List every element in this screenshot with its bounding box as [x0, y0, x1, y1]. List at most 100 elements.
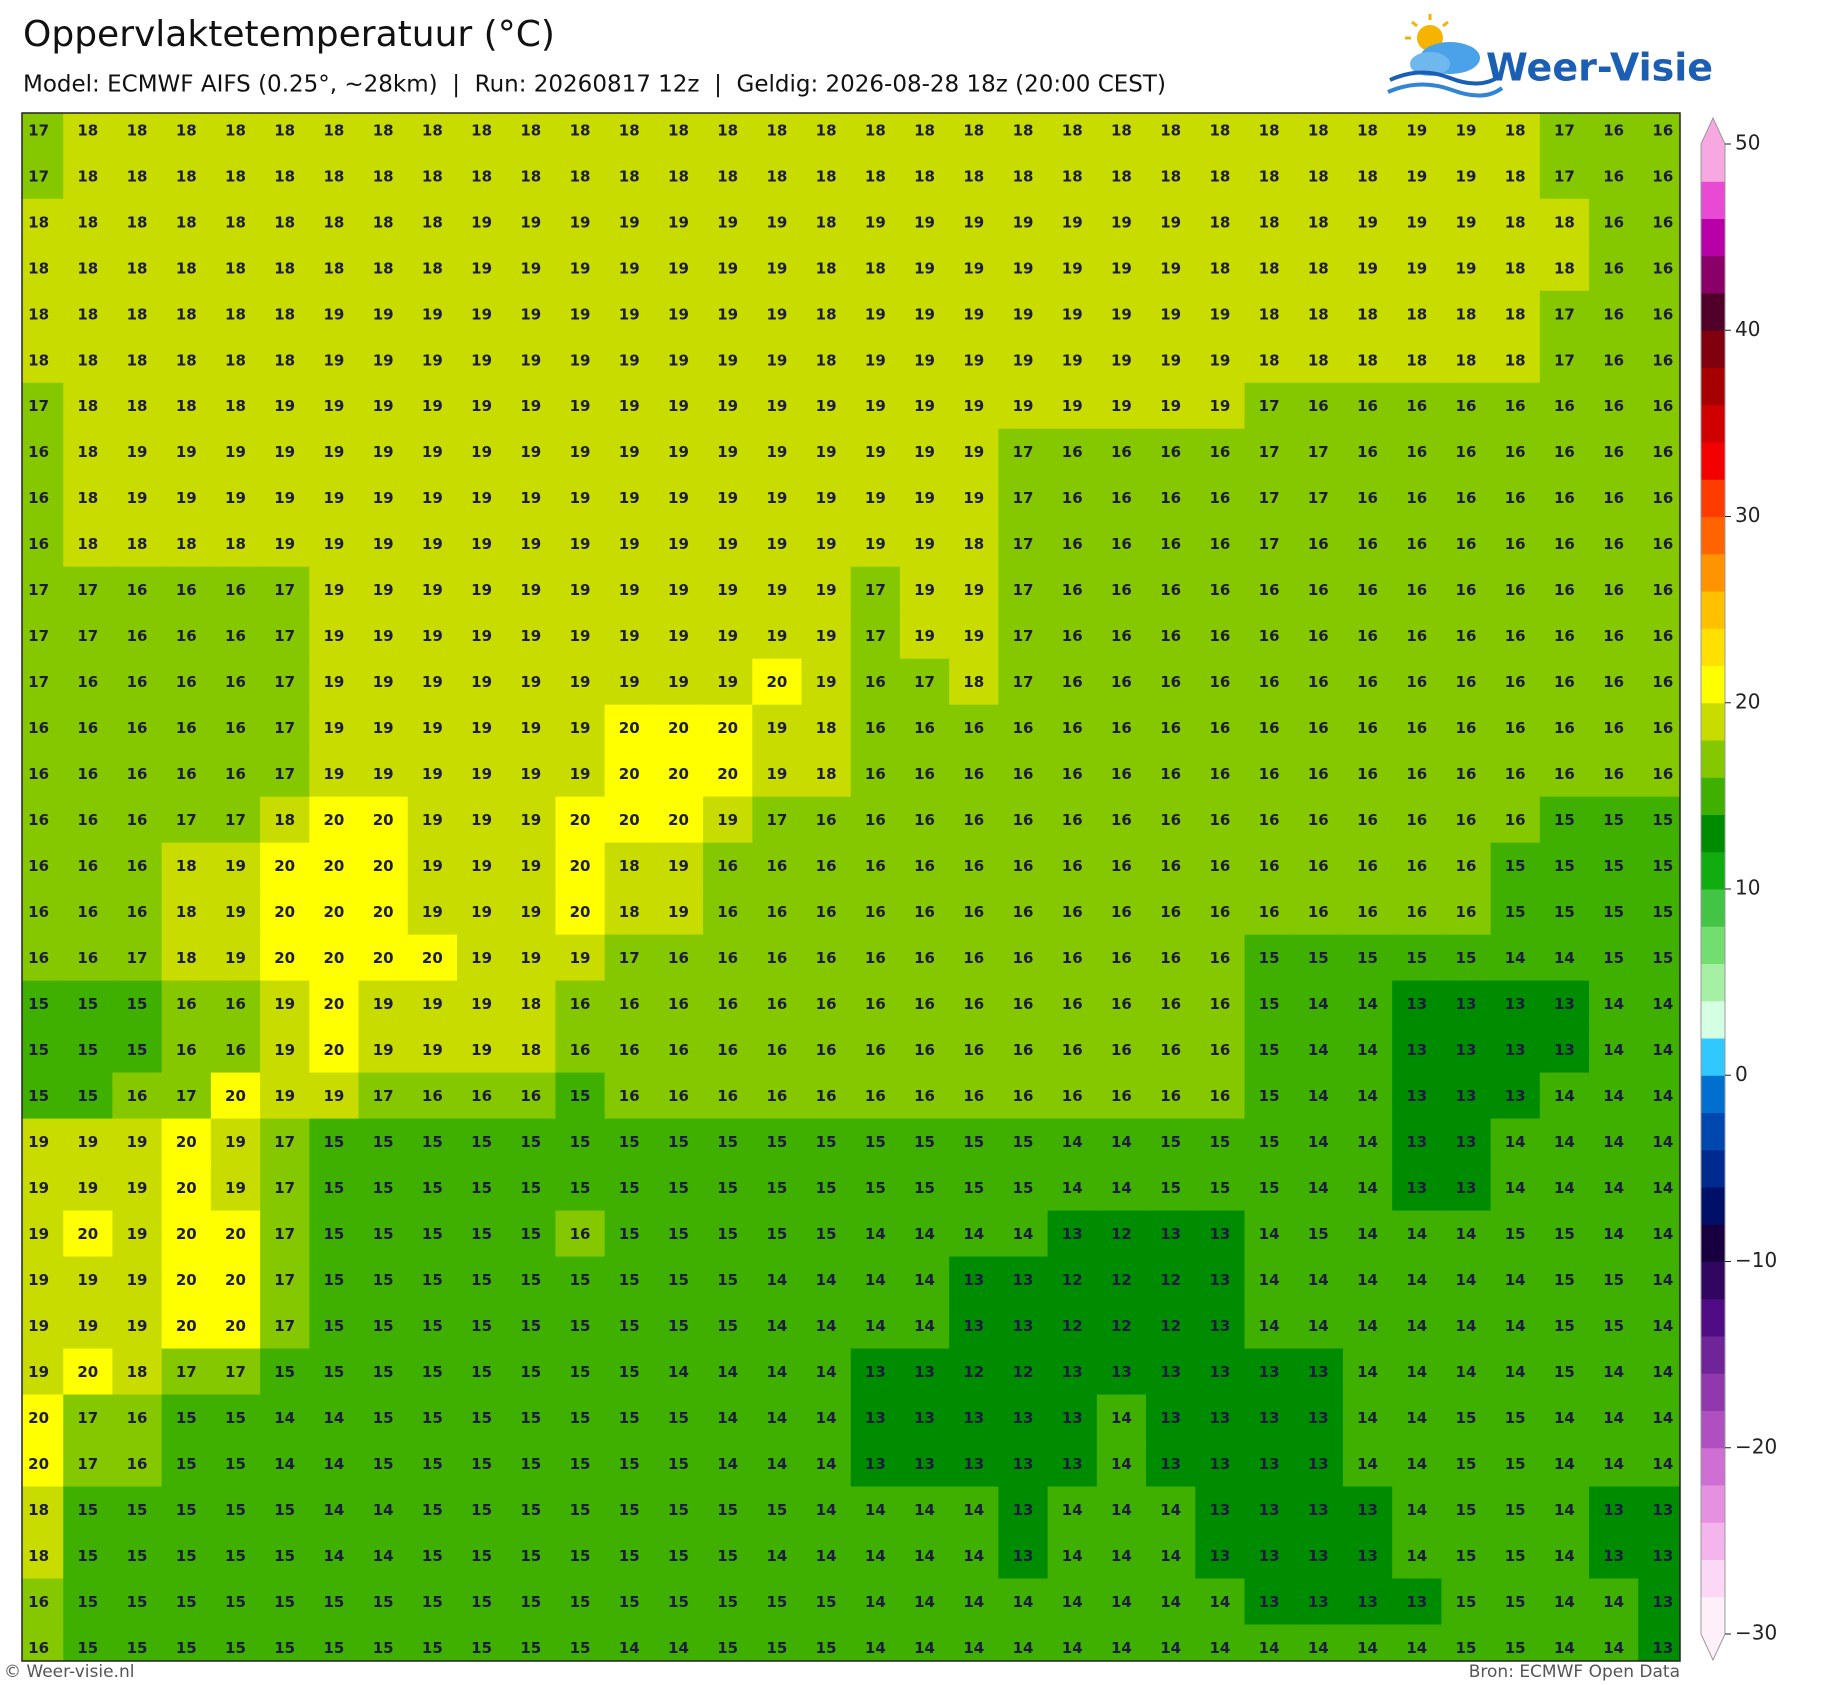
temperature-cell: [112, 244, 163, 292]
temperature-label: 15: [570, 1363, 591, 1381]
temperature-cell: [1195, 382, 1246, 430]
temperature-cell: [210, 244, 261, 292]
temperature-label: 16: [225, 1041, 246, 1059]
temperature-label: 16: [1652, 443, 1673, 461]
temperature-cell: [63, 474, 114, 522]
temperature-label: 16: [1456, 857, 1477, 875]
temperature-cell: [112, 382, 163, 430]
temperature-label: 16: [1111, 903, 1132, 921]
temperature-label: 16: [1160, 535, 1181, 553]
temperature-cell: [63, 382, 114, 430]
temperature-label: 13: [1308, 1363, 1329, 1381]
temperature-label: 15: [766, 1593, 787, 1611]
temperature-label: 18: [422, 121, 443, 139]
temperature-cell: [210, 520, 261, 568]
temperature-label: 19: [816, 673, 837, 691]
temperature-label: 19: [1456, 167, 1477, 185]
colorbar-band: [1701, 293, 1725, 331]
temperature-label: 15: [77, 995, 98, 1013]
temperature-label: 15: [816, 1593, 837, 1611]
temperature-cell: [456, 113, 507, 154]
subtitle: Model: ECMWF AIFS (0.25°, ~28km) | Run: …: [23, 72, 1166, 98]
temperature-cell: [1539, 428, 1590, 476]
temperature-label: 12: [1111, 1317, 1132, 1335]
temperature-cell: [407, 336, 458, 384]
temperature-cell: [1293, 244, 1344, 292]
temperature-cell: [112, 290, 163, 338]
temperature-label: 14: [1406, 1271, 1427, 1289]
temperature-label: 13: [1554, 1041, 1575, 1059]
temperature-label: 16: [1062, 811, 1083, 829]
temperature-label: 13: [1456, 1133, 1477, 1151]
temperature-label: 16: [1603, 305, 1624, 323]
temperature-label: 19: [1062, 305, 1083, 323]
temperature-label: 19: [274, 397, 295, 415]
temperature-label: 18: [323, 213, 344, 231]
temperature-cell: [1342, 113, 1393, 154]
temperature-label: 16: [668, 1087, 689, 1105]
temperature-label: 19: [816, 627, 837, 645]
temperature-label: 19: [963, 351, 984, 369]
temperature-label: 16: [77, 719, 98, 737]
temperature-label: 19: [176, 443, 197, 461]
temperature-cell: [407, 520, 458, 568]
temperature-label: 16: [1406, 535, 1427, 553]
temperature-label: 15: [1259, 995, 1280, 1013]
temperature-label: 15: [1013, 1179, 1034, 1197]
temperature-label: 19: [520, 213, 541, 231]
temperature-cell: [1146, 244, 1196, 292]
temperature-label: 16: [1062, 1087, 1083, 1105]
temperature-label: 15: [225, 1593, 246, 1611]
temperature-label: 16: [963, 719, 984, 737]
temperature-label: 16: [1652, 397, 1673, 415]
temperature-cell: [998, 474, 1049, 522]
temperature-cell: [1539, 336, 1590, 384]
temperature-cell: [703, 113, 753, 154]
temperature-cell: [703, 474, 753, 522]
temperature-label: 18: [274, 259, 295, 277]
temperature-label: 19: [520, 627, 541, 645]
temperature-label: 18: [668, 167, 689, 185]
temperature-label: 14: [766, 1271, 787, 1289]
temperature-label: 19: [127, 443, 148, 461]
temperature-label: 16: [865, 857, 886, 875]
temperature-label: 19: [570, 489, 591, 507]
temperature-label: 19: [1160, 259, 1181, 277]
temperature-label: 17: [274, 719, 295, 737]
temperature-label: 15: [963, 1133, 984, 1151]
temperature-label: 15: [225, 1455, 246, 1473]
temperature-label: 18: [471, 121, 492, 139]
temperature-label: 15: [471, 1501, 492, 1519]
temperature-label: 18: [225, 121, 246, 139]
temperature-label: 15: [1505, 857, 1526, 875]
temperature-label: 14: [1406, 1455, 1427, 1473]
temperature-cell: [653, 198, 704, 246]
temperature-label: 16: [717, 1041, 738, 1059]
temperature-label: 16: [1308, 397, 1329, 415]
temperature-cell: [653, 428, 704, 476]
temperature-label: 17: [373, 1087, 394, 1105]
temperature-label: 19: [422, 857, 443, 875]
temperature-label: 16: [1160, 857, 1181, 875]
temperature-cell: [456, 290, 507, 338]
colorbar-band: [1701, 442, 1725, 480]
temperature-cell: [949, 382, 999, 430]
temperature-label: 19: [373, 719, 394, 737]
temperature-label: 15: [619, 1179, 640, 1197]
colorbar-band: [1701, 777, 1725, 815]
temperature-label: 15: [865, 1133, 886, 1151]
temperature-cell: [850, 113, 901, 154]
temperature-label: 16: [1603, 167, 1624, 185]
temperature-label: 19: [1111, 259, 1132, 277]
temperature-label: 20: [176, 1179, 197, 1197]
temperature-label: 14: [1603, 1409, 1624, 1427]
temperature-label: 19: [323, 489, 344, 507]
temperature-label: 16: [1062, 949, 1083, 967]
temperature-label: 15: [570, 1317, 591, 1335]
logo: Weer-Visie: [1387, 14, 1713, 98]
temperature-label: 19: [323, 351, 344, 369]
temperature-label: 14: [1554, 1409, 1575, 1427]
temperature-cell: [899, 244, 950, 292]
colorbar-band: [1701, 926, 1725, 964]
temperature-label: 18: [816, 351, 837, 369]
